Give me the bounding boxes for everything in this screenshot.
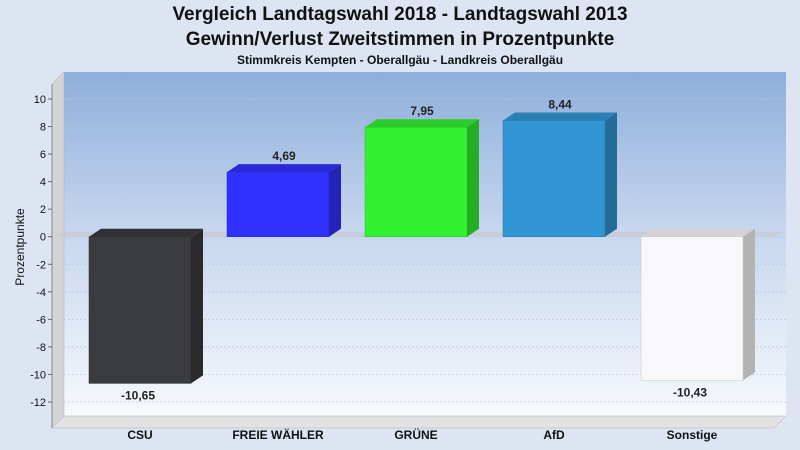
left-wall bbox=[51, 71, 65, 429]
bar-csu bbox=[88, 228, 203, 384]
value-label: 4,69 bbox=[272, 149, 296, 163]
bar-freie-w-hler bbox=[226, 164, 341, 237]
y-tick-label: 8 bbox=[40, 122, 46, 134]
x-tick-label: CSU bbox=[127, 428, 152, 442]
y-tick-label: -12 bbox=[30, 397, 46, 409]
x-tick-label: Sonstige bbox=[667, 428, 718, 442]
bar-afd bbox=[502, 112, 617, 237]
value-label: 8,44 bbox=[548, 97, 572, 111]
x-tick-label: AfD bbox=[543, 428, 565, 442]
y-tick-label: -10 bbox=[30, 369, 46, 381]
floor bbox=[51, 415, 787, 429]
y-tick-label: -8 bbox=[36, 342, 46, 354]
bar-sonstige bbox=[640, 228, 755, 381]
value-label: -10,43 bbox=[673, 385, 707, 399]
y-tick-label: -2 bbox=[36, 259, 46, 271]
y-tick-label: 10 bbox=[34, 94, 46, 106]
y-tick-label: -4 bbox=[36, 287, 46, 299]
y-tick-label: 0 bbox=[40, 232, 46, 244]
y-tick-label: 2 bbox=[40, 204, 46, 216]
y-tick-label: 4 bbox=[40, 177, 46, 189]
x-tick-label: GRÜNE bbox=[394, 427, 437, 442]
bar-gr-ne bbox=[364, 119, 479, 237]
x-tick-label: FREIE WÄHLER bbox=[232, 427, 324, 442]
y-tick-label: -6 bbox=[36, 314, 46, 326]
y-axis-label: Prozentpunkte bbox=[13, 208, 27, 286]
value-label: -10,65 bbox=[121, 388, 155, 402]
chart-caption: Stimmkreis Kempten - Oberallgäu - Landkr… bbox=[236, 53, 564, 67]
chart-title: Vergleich Landtagswahl 2018 - Landtagswa… bbox=[172, 4, 628, 25]
value-label: 7,95 bbox=[410, 104, 434, 118]
y-tick-label: 6 bbox=[40, 149, 46, 161]
chart-subtitle: Gewinn/Verlust Zweitstimmen in Prozentpu… bbox=[185, 29, 615, 50]
